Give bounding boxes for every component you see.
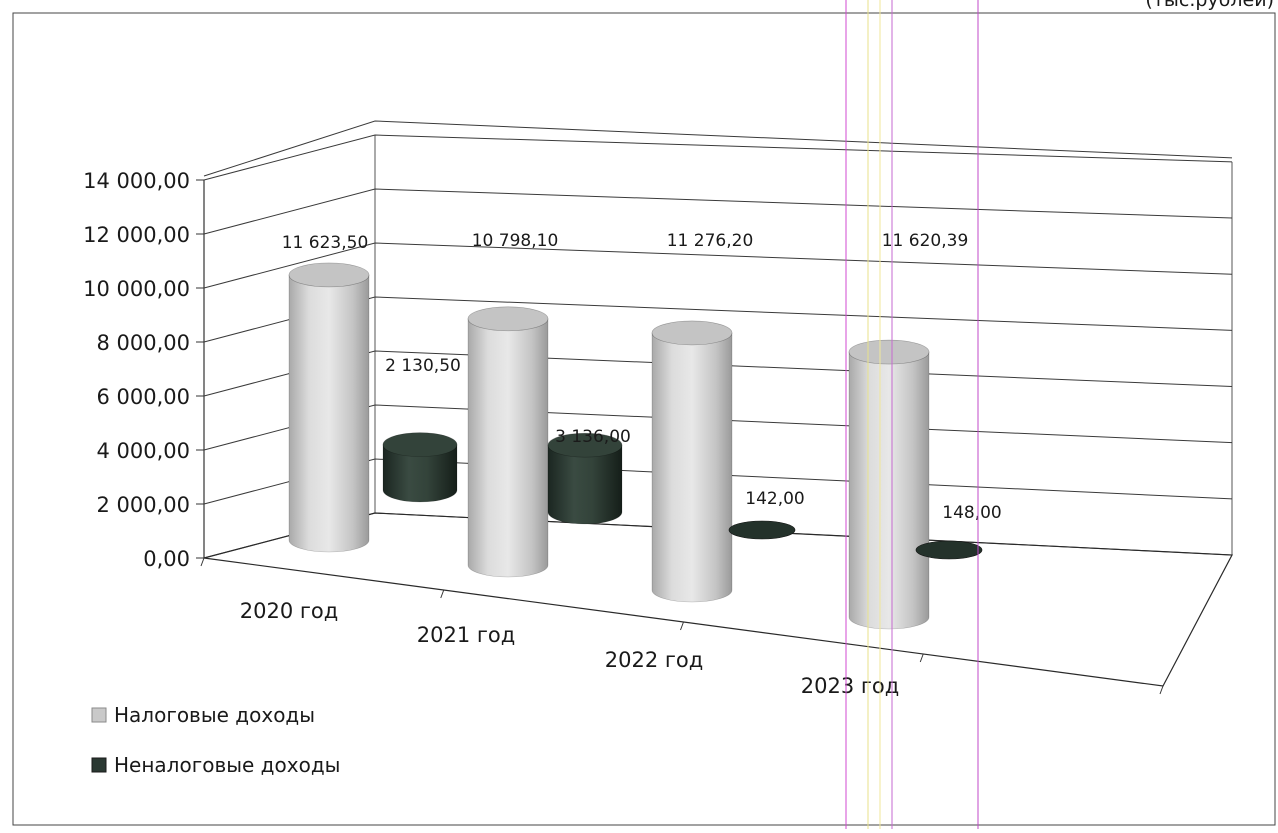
bars [288,262,983,630]
gridline [203,296,1233,343]
gridline [203,134,1233,181]
chart-walls [203,135,1233,558]
bar-tax-0-body [288,274,370,553]
bar-nontax-2 [728,520,796,540]
data-label-tax: 11 620,39 [882,231,969,251]
bar-tax-3-top [848,339,930,365]
x-tick-mark [440,589,445,599]
y-tick-label: 14 000,00 [83,169,190,193]
y-tick-label: 6 000,00 [96,385,190,409]
legend-item-nontax: Неналоговые доходы [91,753,340,777]
y-tick-label: 8 000,00 [96,331,190,355]
bar-nontax-0-top [382,432,458,457]
x-tick-mark [680,621,684,631]
data-label-nontax: 2 130,50 [385,356,461,376]
chart-border [12,12,1276,826]
bar-tax-0 [288,262,370,553]
data-label-nontax: 142,00 [745,489,804,509]
bar-tax-2-body [651,332,733,603]
bar-nontax-1-body [547,444,623,525]
data-label-nontax: 148,00 [942,503,1001,523]
legend-label-tax: Налоговые доходы [114,703,315,727]
legend-label-nontax: Неналоговые доходы [114,753,340,777]
gridline [203,188,1233,235]
bar-tax-1 [467,306,549,578]
y-tick-label: 10 000,00 [83,277,190,301]
scan-artifacts [845,0,979,829]
gridline [203,458,1233,505]
bar-nontax-3-disc [915,540,983,560]
data-label-tax: 10 798,10 [472,231,559,251]
bar-tax-2-top [651,320,733,346]
header-fragment: (тыс.рублей) [1145,0,1274,11]
bar-tax-0-top [288,262,370,288]
data-label-tax: 11 623,50 [282,233,369,253]
x-tick-mark [919,653,924,663]
gridline [203,404,1233,451]
y-tick-label: 12 000,00 [83,223,190,247]
gridline [203,350,1233,397]
bar-tax-2 [651,320,733,603]
x-tick-label: 2020 год [240,599,339,623]
x-tick-mark [1159,685,1164,695]
x-tick-label: 2023 год [801,674,900,698]
gridline-top [203,120,1233,177]
x-axis: 2020 год 2021 год 2022 год 2023 год [200,557,1164,698]
legend: Налоговые доходы Неналоговые доходы [91,703,340,777]
y-tick-label: 0,00 [143,547,190,571]
data-label-nontax: 3 136,00 [555,427,631,447]
bar-nontax-1 [547,432,623,525]
bar-nontax-1-top [547,432,623,458]
x-tick-label: 2022 год [605,648,704,672]
y-tick-label: 4 000,00 [96,439,190,463]
bar-nontax-0-body [382,444,458,503]
data-labels: 11 623,50 10 798,10 11 276,20 11 620,39 2 13… [282,231,1002,523]
gridline [203,242,1233,289]
x-tick-label: 2021 год [417,623,516,647]
data-label-tax: 11 276,20 [667,231,754,251]
legend-swatch-nontax [91,757,107,773]
bar-tax-1-body [467,318,549,578]
bar-nontax-2-disc [728,520,796,540]
bar-tax-3-body [848,351,930,630]
bar-tax-3 [848,339,930,630]
y-axis: 0,00 2 000,00 4 000,00 6 000,00 8 000,00 10 0… [83,169,204,571]
legend-item-tax: Налоговые доходы [91,703,315,727]
x-tick-mark [200,557,205,567]
bar-tax-1-top [467,306,549,332]
bar-nontax-0 [382,432,458,503]
legend-swatch-tax [91,707,107,723]
y-tick-label: 2 000,00 [96,493,190,517]
bar-nontax-3 [915,540,983,560]
